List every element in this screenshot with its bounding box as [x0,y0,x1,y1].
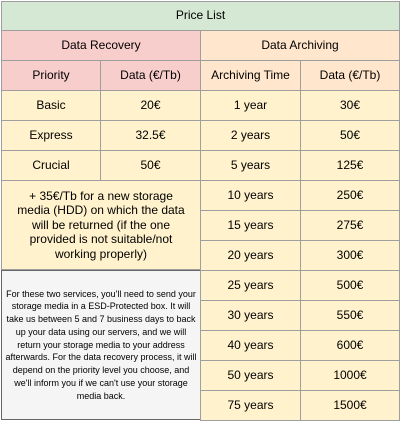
priority-column-header: Priority [1,60,101,91]
archiving-time-row: 25 years [200,270,301,301]
recovery-priority-crucial: Crucial [1,150,101,181]
recovery-price-express: 32.5€ [100,120,201,151]
recovery-price-crucial: 50€ [100,150,201,181]
archiving-time-row: 10 years [200,180,301,211]
archiving-price-row: 275€ [300,210,400,241]
storage-media-note: + 35€/Tb for a new storage media (HDD) o… [1,180,201,270]
archiving-time-column-header: Archiving Time [200,60,301,91]
archiving-time-row: 1 year [200,90,301,121]
archiving-price-row: 30€ [300,90,400,121]
recovery-price-basic: 20€ [100,90,201,121]
archiving-price-row: 600€ [300,330,400,361]
archiving-price-row: 300€ [300,240,400,271]
data-archiving-header: Data Archiving [200,30,400,61]
archiving-time-row: 30 years [200,300,301,331]
recovery-price-column-header: Data (€/Tb) [100,60,201,91]
recovery-priority-express: Express [1,120,101,151]
archiving-price-row: 500€ [300,270,400,301]
archiving-price-row: 125€ [300,150,400,181]
archiving-price-row: 1500€ [300,390,400,421]
data-recovery-header: Data Recovery [1,30,201,61]
archiving-time-row: 50 years [200,360,301,391]
archiving-time-row: 20 years [200,240,301,271]
archiving-time-row: 40 years [200,330,301,361]
archiving-time-row: 2 years [200,120,301,151]
table-title: Price List [1,1,400,31]
archiving-time-row: 5 years [200,150,301,181]
archiving-price-column-header: Data (€/Tb) [300,60,400,91]
archiving-time-row: 15 years [200,210,301,241]
archiving-price-row: 1000€ [300,360,400,391]
archiving-price-row: 250€ [300,180,400,211]
archiving-time-row: 75 years [200,390,301,421]
archiving-price-row: 550€ [300,300,400,331]
recovery-priority-basic: Basic [1,90,101,121]
archiving-price-row: 50€ [300,120,400,151]
service-info-note: For these two services, you'll need to s… [1,270,201,420]
